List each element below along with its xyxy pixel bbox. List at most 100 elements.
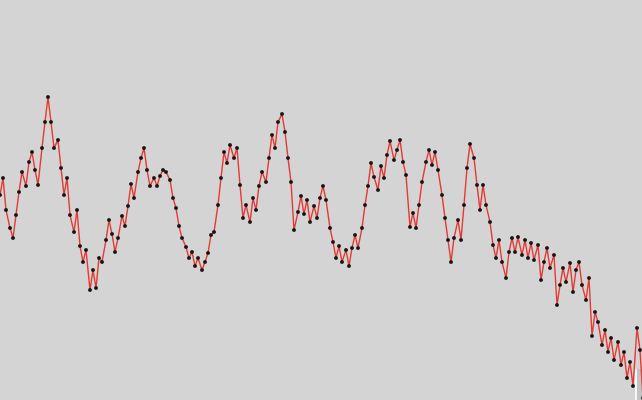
data-point-marker — [638, 348, 642, 352]
data-point-marker — [315, 216, 319, 220]
data-point-marker — [350, 246, 354, 250]
data-point-marker — [97, 256, 101, 260]
data-point-marker — [20, 170, 24, 174]
data-point-marker — [17, 190, 21, 194]
data-point-marker — [222, 150, 226, 154]
data-point-marker — [596, 320, 600, 324]
data-point-marker — [264, 180, 268, 184]
data-point-marker — [424, 160, 428, 164]
data-point-marker — [235, 146, 239, 150]
data-point-marker — [606, 350, 610, 354]
data-point-marker — [459, 238, 463, 242]
data-point-marker — [251, 196, 255, 200]
data-point-marker — [33, 168, 37, 172]
data-point-marker — [516, 235, 520, 239]
data-point-marker — [36, 183, 40, 187]
data-point-marker — [318, 196, 322, 200]
data-point-marker — [385, 153, 389, 157]
data-point-marker — [619, 363, 623, 367]
data-point-marker — [452, 236, 456, 240]
data-point-marker — [84, 248, 88, 252]
data-point-marker — [200, 268, 204, 272]
data-point-marker — [356, 246, 360, 250]
data-point-marker — [75, 208, 79, 212]
data-point-marker — [430, 163, 434, 167]
data-point-marker — [523, 238, 527, 242]
data-point-marker — [331, 240, 335, 244]
data-point-marker — [420, 180, 424, 184]
data-point-marker — [526, 256, 530, 260]
data-point-marker — [593, 310, 597, 314]
data-point-marker — [366, 184, 370, 188]
data-point-marker — [292, 228, 296, 232]
data-point-marker — [552, 253, 556, 257]
data-point-marker — [532, 258, 536, 262]
data-point-marker — [628, 360, 632, 364]
data-point-marker — [257, 184, 261, 188]
data-point-marker — [40, 146, 44, 150]
data-point-marker — [344, 248, 348, 252]
data-point-marker — [136, 170, 140, 174]
data-point-marker — [123, 224, 127, 228]
data-point-marker — [161, 168, 165, 172]
data-point-marker — [225, 161, 229, 165]
data-point-marker — [142, 146, 146, 150]
data-point-marker — [129, 182, 133, 186]
data-point-marker — [219, 176, 223, 180]
data-point-marker — [395, 148, 399, 152]
data-point-marker — [497, 238, 501, 242]
data-point-marker — [587, 276, 591, 280]
data-point-marker — [536, 243, 540, 247]
data-point-marker — [56, 138, 60, 142]
data-point-marker — [110, 232, 114, 236]
data-point-marker — [228, 143, 232, 147]
data-point-marker — [520, 253, 524, 257]
data-point-marker — [168, 178, 172, 182]
data-point-marker — [513, 250, 517, 254]
data-point-marker — [542, 260, 546, 264]
data-point-marker — [8, 226, 12, 230]
data-point-marker — [392, 158, 396, 162]
data-point-marker — [504, 276, 508, 280]
data-point-marker — [571, 290, 575, 294]
data-point-marker — [139, 156, 143, 160]
data-point-marker — [539, 278, 543, 282]
data-point-marker — [481, 183, 485, 187]
data-point-marker — [555, 303, 559, 307]
data-point-marker — [388, 139, 392, 143]
data-point-marker — [580, 283, 584, 287]
data-point-marker — [401, 160, 405, 164]
data-point-marker — [507, 250, 511, 254]
data-point-marker — [561, 266, 565, 270]
data-point-marker — [126, 204, 130, 208]
data-point-marker — [414, 226, 418, 230]
data-point-marker — [353, 233, 357, 237]
data-point-marker — [465, 166, 469, 170]
data-point-marker — [270, 133, 274, 137]
data-point-marker — [584, 298, 588, 302]
window-corner-edge — [635, 369, 642, 400]
data-point-marker — [488, 220, 492, 224]
data-point-marker — [171, 196, 175, 200]
data-point-marker — [446, 238, 450, 242]
data-point-marker — [328, 226, 332, 230]
data-point-marker — [232, 156, 236, 160]
data-point-marker — [206, 251, 210, 255]
data-point-marker — [631, 384, 635, 388]
data-point-marker — [267, 156, 271, 160]
data-point-marker — [564, 280, 568, 284]
data-point-marker — [14, 213, 18, 217]
series-line — [0, 96, 642, 394]
data-point-marker — [254, 208, 258, 212]
data-point-marker — [478, 208, 482, 212]
data-point-marker — [440, 193, 444, 197]
data-point-marker — [164, 170, 168, 174]
data-point-marker — [456, 218, 460, 222]
data-point-marker — [408, 225, 412, 229]
data-point-marker — [190, 250, 194, 254]
data-point-marker — [155, 184, 159, 188]
data-point-marker — [625, 376, 629, 380]
data-point-marker — [379, 164, 383, 168]
